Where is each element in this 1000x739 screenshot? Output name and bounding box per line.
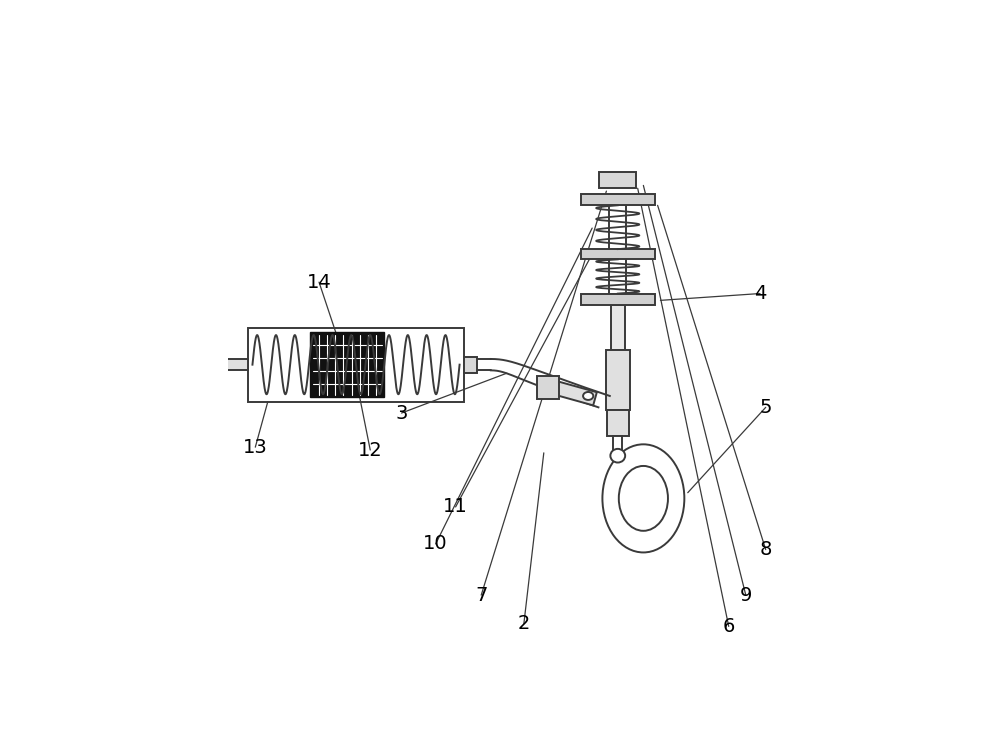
Ellipse shape [610,449,625,463]
Text: 9: 9 [740,585,752,605]
Bar [581,249,655,259]
Bar [209,359,248,370]
Bar [464,357,477,372]
Bar [611,305,625,350]
Bar [607,410,629,436]
Bar [581,194,655,205]
Text: 5: 5 [759,398,772,417]
Ellipse shape [619,466,668,531]
Text: 11: 11 [443,497,468,517]
Text: 2: 2 [518,614,530,633]
Bar [310,333,384,397]
Text: 6: 6 [723,617,735,636]
Text: 8: 8 [760,540,772,559]
Text: 12: 12 [358,440,383,460]
Bar [537,376,559,399]
Bar [609,205,626,293]
Text: 10: 10 [423,534,448,554]
Bar [248,327,464,401]
Bar [606,350,630,410]
Text: 13: 13 [243,437,268,457]
Ellipse shape [602,444,684,553]
Bar [613,436,622,456]
Bar [581,293,655,305]
Ellipse shape [583,392,593,400]
Bar [599,172,636,188]
Polygon shape [542,378,597,406]
Text: 3: 3 [395,403,408,423]
Text: 7: 7 [475,585,487,605]
Text: 4: 4 [754,284,766,303]
Text: 14: 14 [307,273,331,292]
